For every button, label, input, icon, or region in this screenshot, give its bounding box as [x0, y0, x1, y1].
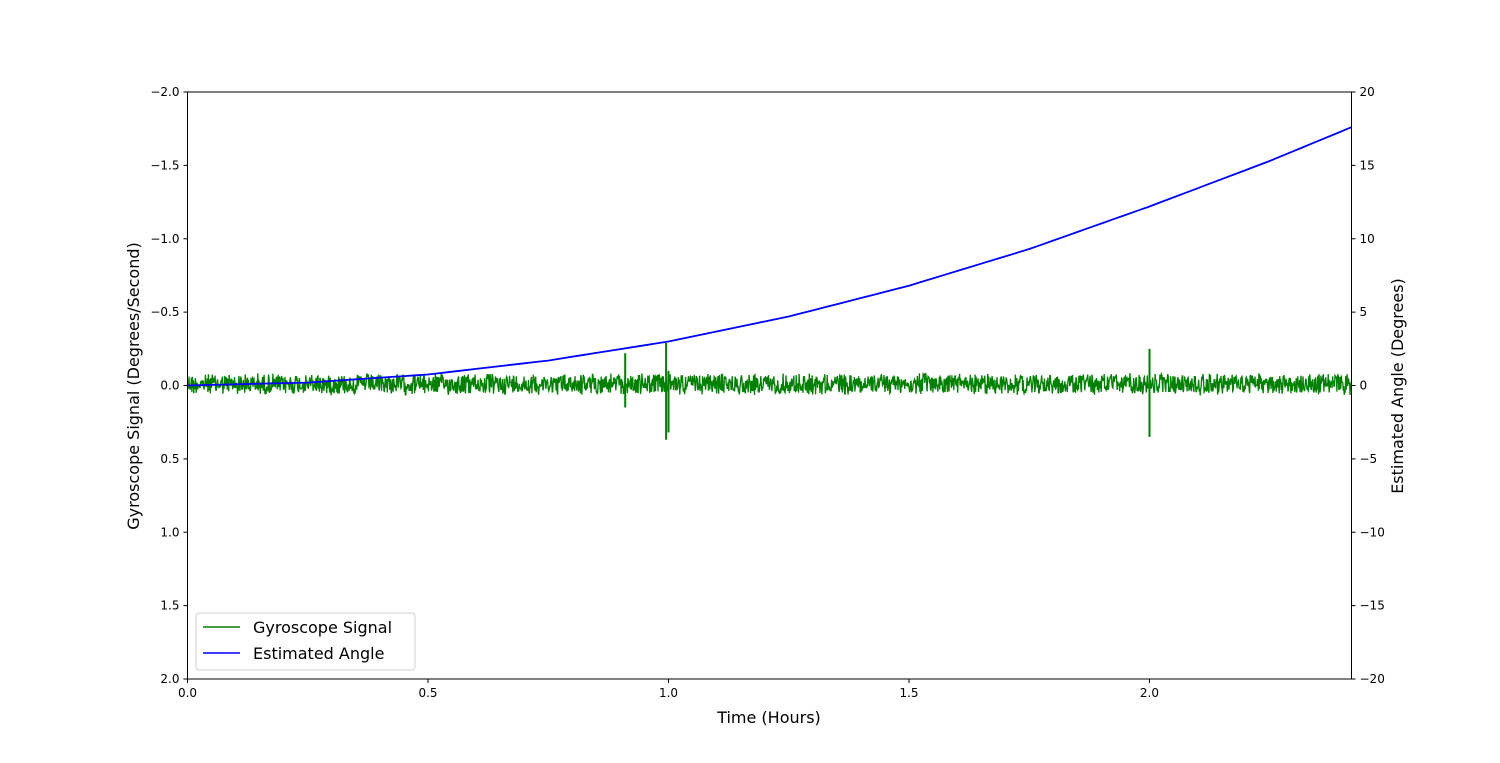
estimated-angle-line	[187, 126, 1352, 387]
y-tick-left-label: 1.0	[160, 525, 179, 539]
y-axis-left: −2.0 −1.5 −1.0 −0.5 0.0 0.5 1.0 1.5 2.0	[150, 85, 188, 686]
x-tick-label: 0.0	[178, 686, 197, 700]
x-tick-label: 2.0	[1140, 686, 1159, 700]
y-tick-right-label: −5	[1360, 452, 1378, 466]
y-tick-left-label: 2.0	[160, 672, 179, 686]
y-tick-right-label: 10	[1360, 232, 1375, 246]
plot-area	[187, 126, 1353, 440]
legend-box	[195, 612, 416, 671]
y-tick-left-label: 0.0	[160, 379, 179, 393]
y-tick-right-label: −10	[1360, 525, 1385, 539]
y-axis-right: 20 15 10 5 0 −5 −10 −15 −20	[1351, 85, 1385, 686]
x-axis-label: Time (Hours)	[716, 708, 821, 727]
y-axis-right-label: Estimated Angle (Degrees)	[1388, 278, 1407, 494]
legend-label-angle: Estimated Angle	[253, 644, 384, 663]
y-tick-right-label: −20	[1360, 672, 1385, 686]
y-tick-left-label: −1.5	[150, 158, 179, 172]
x-tick-label: 1.0	[659, 686, 678, 700]
x-axis: 0.0 0.5 1.0 1.5 2.0	[178, 679, 1159, 700]
y-tick-left-label: −2.0	[150, 85, 179, 99]
legend-label-gyroscope: Gyroscope Signal	[253, 618, 392, 637]
y-tick-right-label: 15	[1360, 158, 1375, 172]
x-tick-label: 1.5	[899, 686, 918, 700]
y-tick-left-label: 0.5	[160, 452, 179, 466]
x-tick-label: 0.5	[418, 686, 437, 700]
y-tick-left-label: 1.5	[160, 599, 179, 613]
y-tick-right-label: 5	[1360, 305, 1368, 319]
y-tick-right-label: 20	[1360, 85, 1375, 99]
legend: Gyroscope Signal Estimated Angle	[195, 612, 416, 671]
y-tick-left-label: −1.0	[150, 232, 179, 246]
y-tick-right-label: 0	[1360, 379, 1368, 393]
y-tick-right-label: −15	[1360, 599, 1385, 613]
y-tick-left-label: −0.5	[150, 305, 179, 319]
y-axis-left-label: Gyroscope Signal (Degrees/Second)	[124, 242, 143, 529]
gyroscope-signal-line	[187, 371, 1353, 396]
